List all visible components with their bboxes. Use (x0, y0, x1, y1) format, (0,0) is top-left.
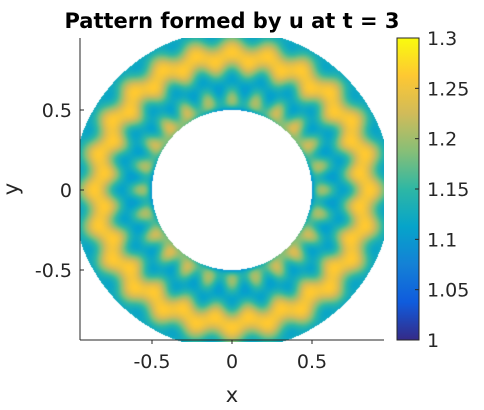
colorbar-tick-label: 1 (427, 330, 439, 352)
y-ticks: 0.5 0 -0.5 (35, 100, 84, 282)
y-tick-label: 0 (60, 180, 72, 202)
x-tick-label: -0.5 (133, 351, 170, 373)
colorbar-tick-label: 1.1 (427, 229, 457, 251)
x-tick-label: 0 (226, 351, 238, 373)
y-tick-label: -0.5 (35, 260, 72, 282)
y-tick-label: 0.5 (42, 100, 72, 122)
colorbar-ticks: 1.3 1.25 1.2 1.15 1.1 1.05 1 (415, 28, 469, 352)
y-axis-label: y (0, 183, 23, 195)
x-ticks: -0.5 0 0.5 (133, 340, 327, 373)
x-tick-label: 0.5 (297, 351, 327, 373)
plot-area (79, 38, 384, 342)
colorbar-tick-label: 1.2 (427, 129, 457, 151)
pattern-heatmap (80, 38, 384, 342)
x-axis-label: x (226, 383, 238, 407)
colorbar-tick-label: 1.25 (427, 78, 469, 100)
colorbar-tick-label: 1.3 (427, 28, 457, 50)
chart-title: Pattern formed by u at t = 3 (64, 9, 399, 33)
colorbar-tick-label: 1.15 (427, 179, 469, 201)
colorbar-tick-label: 1.05 (427, 280, 469, 302)
colorbar: 1.3 1.25 1.2 1.15 1.1 1.05 1 (396, 28, 469, 352)
